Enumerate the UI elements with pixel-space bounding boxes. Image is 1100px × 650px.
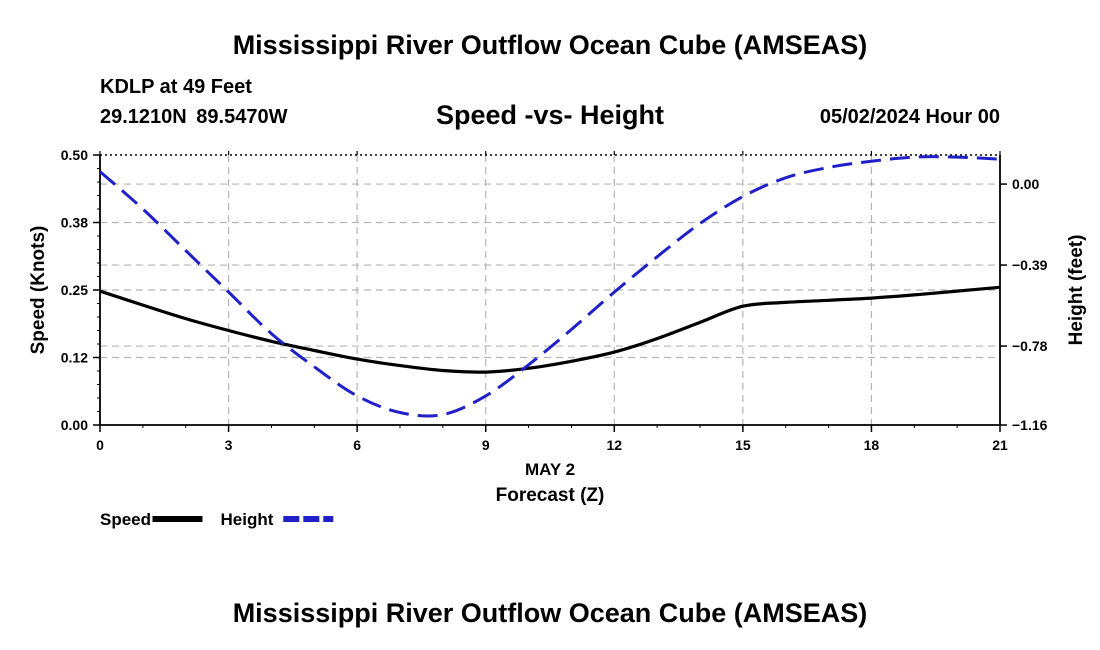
legend-label-height: Height	[221, 510, 274, 529]
y2-tick-label: −0.78	[1012, 338, 1048, 354]
x-tick-label: 6	[353, 437, 361, 453]
y-tick-label: 0.00	[61, 417, 88, 433]
x-tick-label: 12	[606, 437, 622, 453]
y-tick-label: 0.12	[61, 350, 88, 366]
y-tick-label: 0.38	[61, 215, 88, 231]
x-axis-title: Forecast (Z)	[496, 485, 605, 506]
x-tick-label: 18	[864, 437, 880, 453]
y-tick-label: 0.25	[61, 282, 88, 298]
y2-tick-label: 0.00	[1012, 176, 1039, 192]
x-tick-label: 9	[482, 437, 490, 453]
chart-subtitle: Speed -vs- Height	[435, 100, 665, 130]
station-label: KDLP at 49 Feet	[100, 76, 252, 98]
legend-label-speed: Speed	[100, 510, 151, 529]
y-axis-title: Speed (Knots)	[28, 226, 49, 355]
y2-tick-label: −1.16	[1012, 417, 1048, 433]
series-line-speed	[99, 285, 1001, 374]
x-tick-label: 0	[96, 437, 104, 453]
y2-tick-label: −0.39	[1012, 257, 1048, 273]
series-line-height	[99, 155, 1001, 418]
coordinates-label: 29.1210N 89.5470W	[100, 106, 288, 128]
y-tick-label: 0.50	[61, 147, 88, 163]
y2-axis-title: Height (feet)	[1066, 235, 1087, 346]
x-date-label: MAY 2	[525, 460, 575, 479]
x-tick-label: 3	[225, 437, 233, 453]
x-tick-label: 15	[735, 437, 751, 453]
second-chart-title: Mississippi River Outflow Ocean Cube (AM…	[232, 598, 868, 628]
x-tick-label: 21	[992, 437, 1008, 453]
forecast-datetime: 05/02/2024 Hour 00	[819, 106, 1000, 128]
chart-title: Mississippi River Outflow Ocean Cube (AM…	[232, 30, 868, 60]
